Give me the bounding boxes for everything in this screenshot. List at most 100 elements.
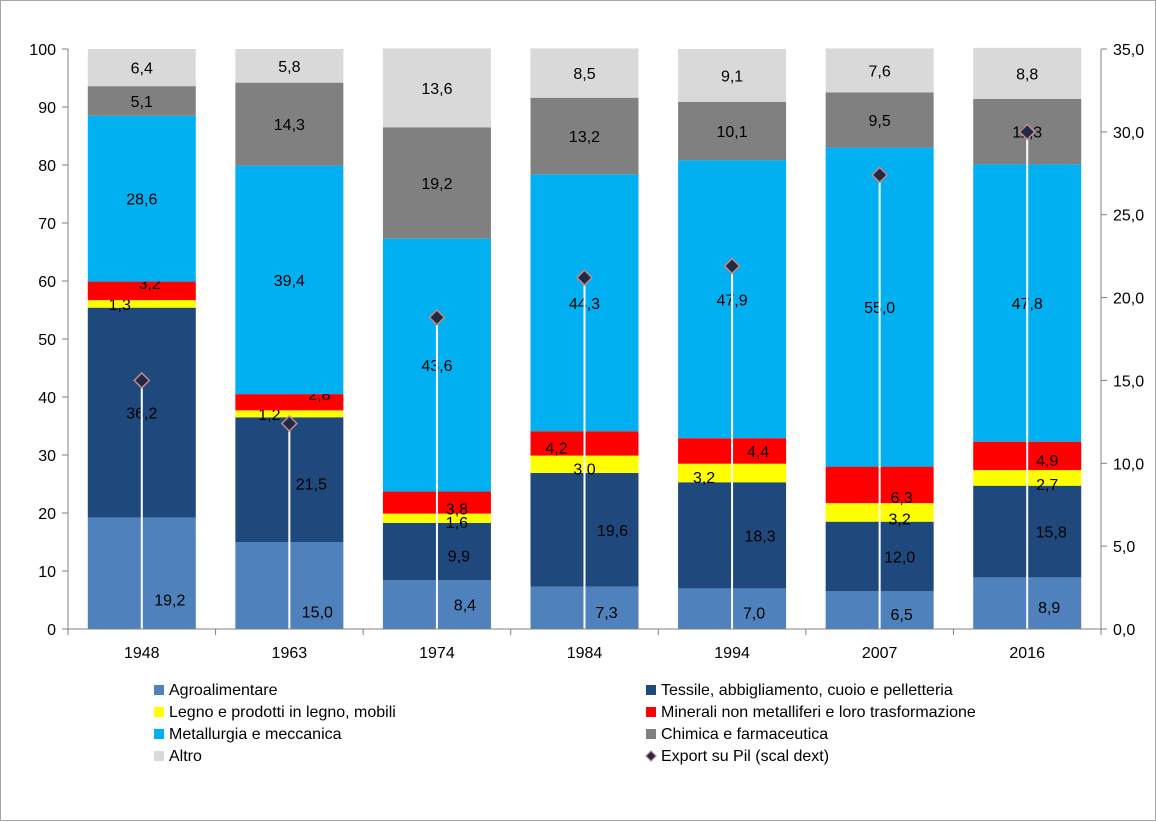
bar-segment [87, 49, 196, 87]
data-label: 19,2 [154, 592, 185, 609]
x-tick-label: 1963 [272, 645, 308, 662]
export-marker [871, 166, 889, 184]
data-label: 6,3 [891, 490, 913, 507]
y-tick-label-right: 5,0 [1113, 539, 1135, 556]
data-label: 39,4 [274, 273, 305, 290]
data-label: 9,1 [721, 68, 743, 85]
data-label: 9,5 [869, 113, 891, 130]
bar-segment [235, 394, 344, 411]
y-tick-label-left: 40 [38, 390, 56, 407]
y-tick-label-left: 10 [38, 564, 56, 581]
export-marker [723, 257, 741, 275]
bar-segment [235, 165, 344, 395]
data-label: 3,2 [693, 470, 715, 487]
export-marker [1018, 123, 1036, 141]
y-tick-label-left: 70 [38, 216, 56, 233]
data-label: 8,4 [454, 598, 476, 615]
legend-swatch [646, 707, 656, 717]
legend-swatch [645, 750, 657, 762]
y-tick-label-left: 100 [29, 42, 56, 59]
data-label: 8,5 [573, 66, 595, 83]
data-label: 8,8 [1016, 66, 1038, 83]
bar-segment [678, 49, 787, 102]
data-label: 5,8 [278, 59, 300, 76]
x-tick-label: 1994 [714, 645, 750, 662]
export-marker [575, 269, 594, 287]
x-tick-label: 1984 [567, 645, 603, 662]
bar-segment [825, 48, 934, 93]
data-label: 13,2 [569, 129, 600, 146]
legend-label: Tessile, abbigliamento, cuoio e pellette… [661, 682, 953, 699]
x-tick-label: 2016 [1009, 645, 1045, 662]
bar-segment [382, 48, 491, 128]
legend-swatch [154, 729, 164, 739]
data-label: 28,6 [126, 192, 157, 209]
data-label: 4,4 [747, 444, 769, 461]
legend-label: Export su Pil (scal dext) [661, 748, 829, 765]
export-marker [280, 414, 298, 433]
y-tick-label-right: 30,0 [1113, 125, 1144, 142]
data-label: 15,8 [1036, 525, 1067, 542]
bar-segment [530, 97, 639, 175]
y-tick-label-left: 30 [38, 448, 56, 465]
x-tick-label: 2007 [862, 645, 898, 662]
export-marker [428, 308, 446, 327]
legend-swatch [646, 685, 656, 695]
y-tick-label-right: 15,0 [1113, 373, 1144, 390]
data-label: 6,4 [131, 61, 153, 78]
data-label: 1,6 [446, 515, 468, 532]
y-tick-label-left: 80 [38, 158, 56, 175]
data-label: 12,0 [884, 550, 915, 567]
bar-segment [235, 82, 344, 166]
y-tick-label-left: 90 [38, 100, 56, 117]
bar-segment [825, 92, 934, 148]
bar-segment [87, 115, 196, 282]
data-label: 8,9 [1038, 600, 1060, 617]
data-label: 19,6 [597, 523, 628, 540]
bar-segment [973, 47, 1082, 99]
y-tick-label-right: 10,0 [1113, 456, 1144, 473]
data-label: 13,6 [421, 81, 452, 98]
data-label: 1,2 [258, 407, 280, 424]
legend-swatch [154, 707, 164, 717]
legend-label: Chimica e farmaceutica [661, 726, 828, 743]
data-label: 7,3 [595, 605, 617, 622]
y-tick-label-right: 35,0 [1113, 42, 1144, 59]
bar-segment [87, 300, 196, 308]
bar-segment [382, 127, 491, 239]
x-tick-label: 1974 [419, 645, 455, 662]
data-label: 5,1 [131, 94, 153, 111]
y-tick-label-left: 50 [38, 332, 56, 349]
x-tick-label: 1948 [124, 645, 160, 662]
data-label: 6,5 [891, 607, 913, 624]
data-label: 21,5 [296, 477, 327, 494]
data-label: 1,3 [109, 297, 131, 314]
data-label: 14,3 [274, 117, 305, 134]
data-label: 9,9 [448, 549, 470, 566]
bar-segment [530, 48, 639, 98]
legend-label: Agroalimentare [169, 682, 278, 699]
legend-label: Minerali non metalliferi e loro trasform… [661, 704, 976, 721]
data-label: 18,3 [745, 528, 776, 545]
bar-segment [678, 101, 787, 161]
data-label: 4,2 [545, 440, 567, 457]
data-label: 7,0 [743, 606, 765, 623]
data-label: 10,1 [717, 124, 748, 141]
bar-segment [235, 49, 344, 83]
legend-label: Metallurgia e meccanica [169, 726, 342, 743]
data-label: 3,8 [446, 502, 468, 519]
y-tick-label-left: 0 [47, 622, 56, 639]
data-label: 4,9 [1036, 453, 1058, 470]
bar-segment [87, 281, 196, 301]
legend-swatch [646, 729, 656, 739]
data-label: 2,7 [1036, 477, 1058, 494]
data-label: 15,0 [302, 605, 333, 622]
legend-swatch [154, 685, 164, 695]
y-tick-label-left: 60 [38, 274, 56, 291]
bar-segment [235, 410, 344, 418]
y-tick-label-right: 20,0 [1113, 291, 1144, 308]
y-tick-label-right: 0,0 [1113, 622, 1135, 639]
legend-label: Legno e prodotti in legno, mobili [169, 704, 396, 721]
